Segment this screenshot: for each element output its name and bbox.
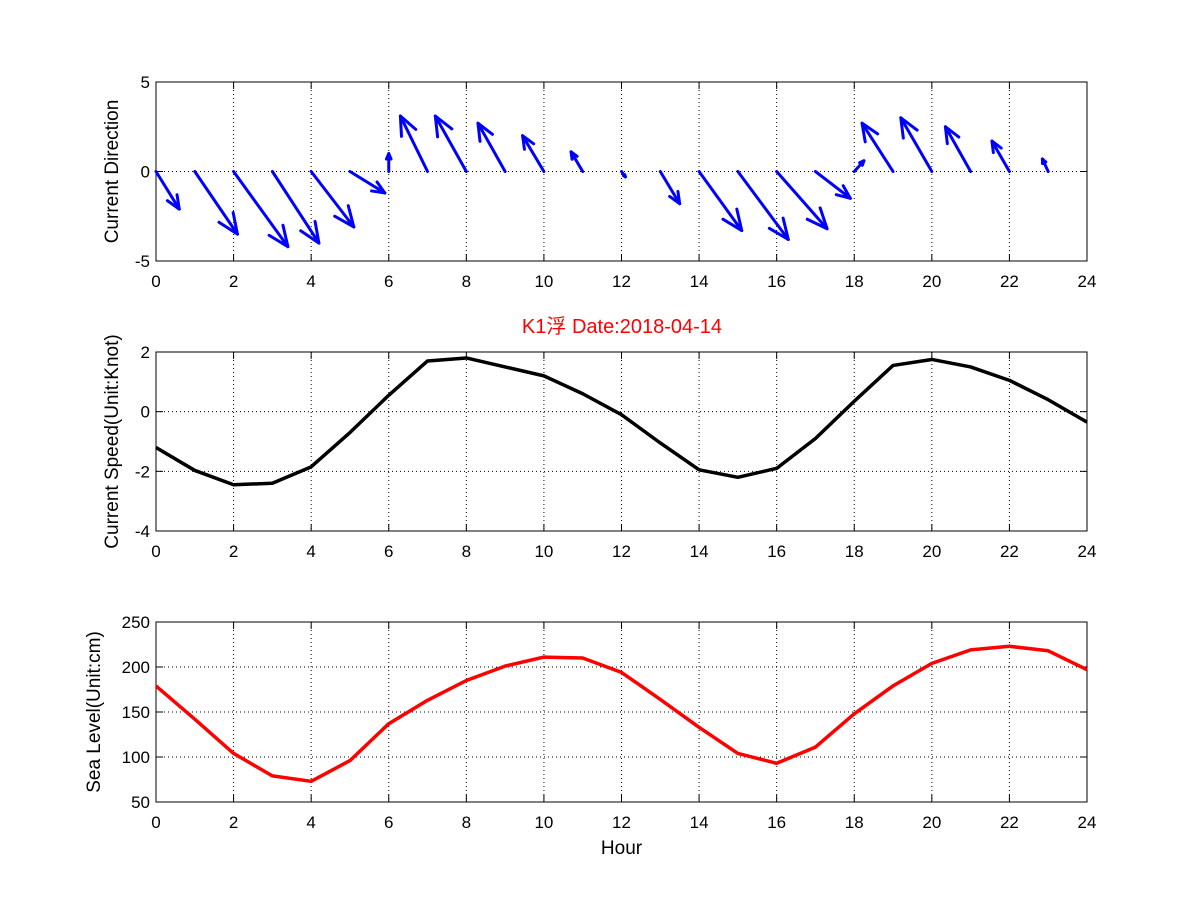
- direction-arrow: [348, 170, 387, 195]
- speed-xtick-label: 4: [306, 542, 315, 561]
- speed-xtick-label: 14: [690, 542, 709, 561]
- direction-arrow: [736, 170, 790, 242]
- direction-arrow: [943, 125, 973, 173]
- speed-xtick-label: 10: [534, 542, 553, 561]
- direction-arrow: [154, 170, 181, 211]
- direction-arrow: [860, 121, 895, 173]
- direction-ytick-label: 0: [141, 163, 150, 182]
- direction-arrow: [398, 114, 430, 173]
- sea-level-ytick-label: 200: [122, 658, 150, 677]
- speed-xtick-label: 6: [384, 542, 393, 561]
- speed-xtick-label: 0: [151, 542, 160, 561]
- direction-arrow: [658, 170, 682, 206]
- direction-arrow: [476, 121, 507, 173]
- sea-level-ytick-label: 150: [122, 703, 150, 722]
- speed-ytick-label: -4: [135, 522, 150, 541]
- direction-xtick-label: 16: [767, 272, 786, 291]
- speed-ytick-label: -2: [135, 462, 150, 481]
- direction-arrow: [852, 159, 866, 173]
- direction-xtick-label: 6: [384, 272, 393, 291]
- speed-xtick-label: 24: [1078, 542, 1097, 561]
- sea-level-xtick-label: 24: [1078, 813, 1097, 832]
- direction-arrow: [899, 116, 934, 173]
- sea-level-xtick-label: 12: [612, 813, 631, 832]
- sea-level-xtick-label: 2: [229, 813, 238, 832]
- direction-xtick-label: 0: [151, 272, 160, 291]
- sea-level-xtick-label: 8: [462, 813, 471, 832]
- sea-level-xtick-label: 0: [151, 813, 160, 832]
- direction-arrow: [270, 170, 321, 245]
- direction-xtick-label: 22: [1000, 272, 1019, 291]
- sea-level-xtick-label: 4: [306, 813, 315, 832]
- direction-arrow: [433, 114, 468, 173]
- direction-arrow: [521, 134, 546, 173]
- speed-xtick-label: 22: [1000, 542, 1019, 561]
- sea-level-xtick-label: 18: [845, 813, 864, 832]
- sea-level-xtick-label: 22: [1000, 813, 1019, 832]
- direction-arrow: [232, 170, 290, 249]
- sea-level-xlabel: Hour: [601, 838, 643, 859]
- direction-arrow: [569, 150, 585, 173]
- speed-xtick-label: 12: [612, 542, 631, 561]
- direction-ylabel: Current Direction: [102, 100, 123, 244]
- sea-level-xtick-label: 14: [690, 813, 709, 832]
- direction-arrow: [384, 152, 393, 173]
- sea-level-xtick-label: 10: [534, 813, 553, 832]
- direction-xtick-label: 20: [922, 272, 941, 291]
- direction-arrow: [193, 170, 239, 236]
- direction-xtick-label: 2: [229, 272, 238, 291]
- speed-xtick-label: 20: [922, 542, 941, 561]
- speed-xtick-label: 2: [229, 542, 238, 561]
- speed-ylabel: Current Speed(Unit:Knot): [102, 334, 123, 548]
- speed-xtick-label: 16: [767, 542, 786, 561]
- direction-xtick-label: 18: [845, 272, 864, 291]
- direction-arrow: [813, 170, 852, 200]
- speed-ytick-label: 2: [141, 343, 150, 362]
- direction-xtick-label: 10: [534, 272, 553, 291]
- speed-xtick-label: 18: [845, 542, 864, 561]
- sea-level-ylabel: Sea Level(Unit:cm): [84, 631, 105, 793]
- direction-arrow: [1040, 157, 1050, 173]
- sea-level-ytick-label: 100: [122, 748, 150, 767]
- sea-level-xtick-label: 20: [922, 813, 941, 832]
- sea-level-ytick-label: 50: [131, 793, 150, 812]
- direction-xtick-label: 4: [306, 272, 315, 291]
- sea-level-xtick-label: 6: [384, 813, 393, 832]
- direction-arrow: [990, 139, 1011, 173]
- direction-xtick-label: 12: [612, 272, 631, 291]
- sea-level-ytick-label: 250: [122, 613, 150, 632]
- direction-arrow: [309, 170, 356, 229]
- direction-arrow: [697, 170, 744, 233]
- speed-ytick-label: 0: [141, 403, 150, 422]
- direction-arrow: [620, 170, 627, 179]
- sea-level-xtick-label: 16: [767, 813, 786, 832]
- direction-xtick-label: 8: [462, 272, 471, 291]
- figure-title: K1浮 Date:2018-04-14: [522, 315, 722, 338]
- direction-xtick-label: 14: [690, 272, 709, 291]
- speed-xtick-label: 8: [462, 542, 471, 561]
- direction-xtick-label: 24: [1078, 272, 1097, 291]
- direction-arrow: [775, 170, 829, 231]
- direction-ytick-label: 5: [141, 73, 150, 92]
- direction-ytick-label: -5: [135, 252, 150, 271]
